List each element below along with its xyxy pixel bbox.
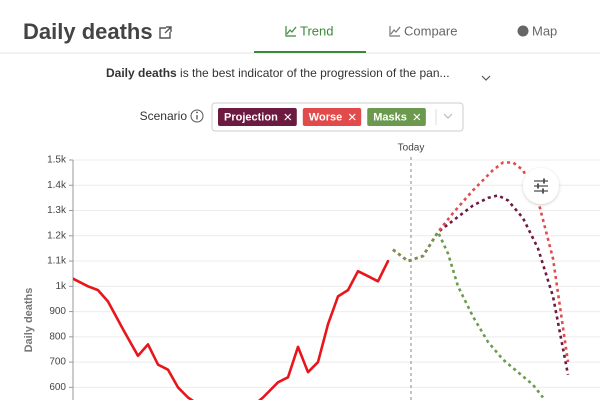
scenario-label: Scenario [140, 109, 188, 123]
tab-label: Map [532, 23, 557, 38]
y-tick-label: 800 [49, 331, 66, 342]
description-lead: Daily deaths [106, 66, 177, 80]
chip-label: Projection [224, 111, 278, 123]
tab-map[interactable]: Map [517, 23, 558, 38]
y-tick-label: 600 [49, 382, 66, 393]
tab-label: Compare [404, 23, 457, 38]
y-tick-label: 1.5k [47, 155, 67, 166]
chip-label: Worse [309, 111, 342, 123]
chip-remove-icon[interactable] [284, 113, 292, 121]
info-icon[interactable] [190, 109, 204, 123]
y-tick-label: 1.4k [47, 180, 67, 191]
y-axis-label: Daily deaths [23, 288, 35, 353]
projection-line [392, 230, 545, 399]
y-tick-label: 1k [55, 281, 67, 292]
chip-background [218, 108, 297, 126]
chip-remove-icon[interactable] [348, 113, 356, 121]
chip-background [367, 108, 426, 126]
today-label: Today [398, 143, 425, 154]
scenario-chip[interactable]: Worse [302, 108, 362, 126]
scenario-chip[interactable]: Masks [367, 108, 426, 126]
y-tick-label: 700 [49, 357, 66, 368]
y-tick-label: 1.2k [47, 230, 67, 241]
y-tick-label: 1.3k [47, 205, 67, 216]
description-text: is the best indicator of the progression… [177, 66, 450, 80]
external-link-icon[interactable] [159, 26, 172, 39]
select-arrow[interactable] [443, 113, 453, 119]
chip-remove-icon[interactable] [413, 113, 421, 121]
plot-area [73, 161, 570, 400]
expand-chevron[interactable] [481, 75, 491, 81]
scenario-chip[interactable]: Projection [218, 108, 297, 126]
tab-label: Trend [300, 23, 333, 38]
y-tick-label: 900 [49, 306, 66, 317]
chip-label: Masks [373, 111, 407, 123]
y-tick-label: 1.1k [47, 256, 67, 267]
actual-line [73, 259, 390, 400]
chip-background [302, 108, 362, 126]
description: Daily deaths is the best indicator of th… [106, 66, 450, 80]
page-title: Daily deaths [23, 19, 153, 44]
chips: Projection Worse Masks [218, 108, 426, 126]
tab-trend[interactable]: Trend [285, 23, 333, 38]
projection-line [392, 194, 570, 375]
chart-settings-button[interactable] [523, 168, 559, 204]
chart: 600 700 800 900 1k 1.1k 1.2k 1.3k 1.4k 1.5k Today [47, 143, 600, 400]
tab-compare[interactable]: Compare [389, 23, 457, 38]
